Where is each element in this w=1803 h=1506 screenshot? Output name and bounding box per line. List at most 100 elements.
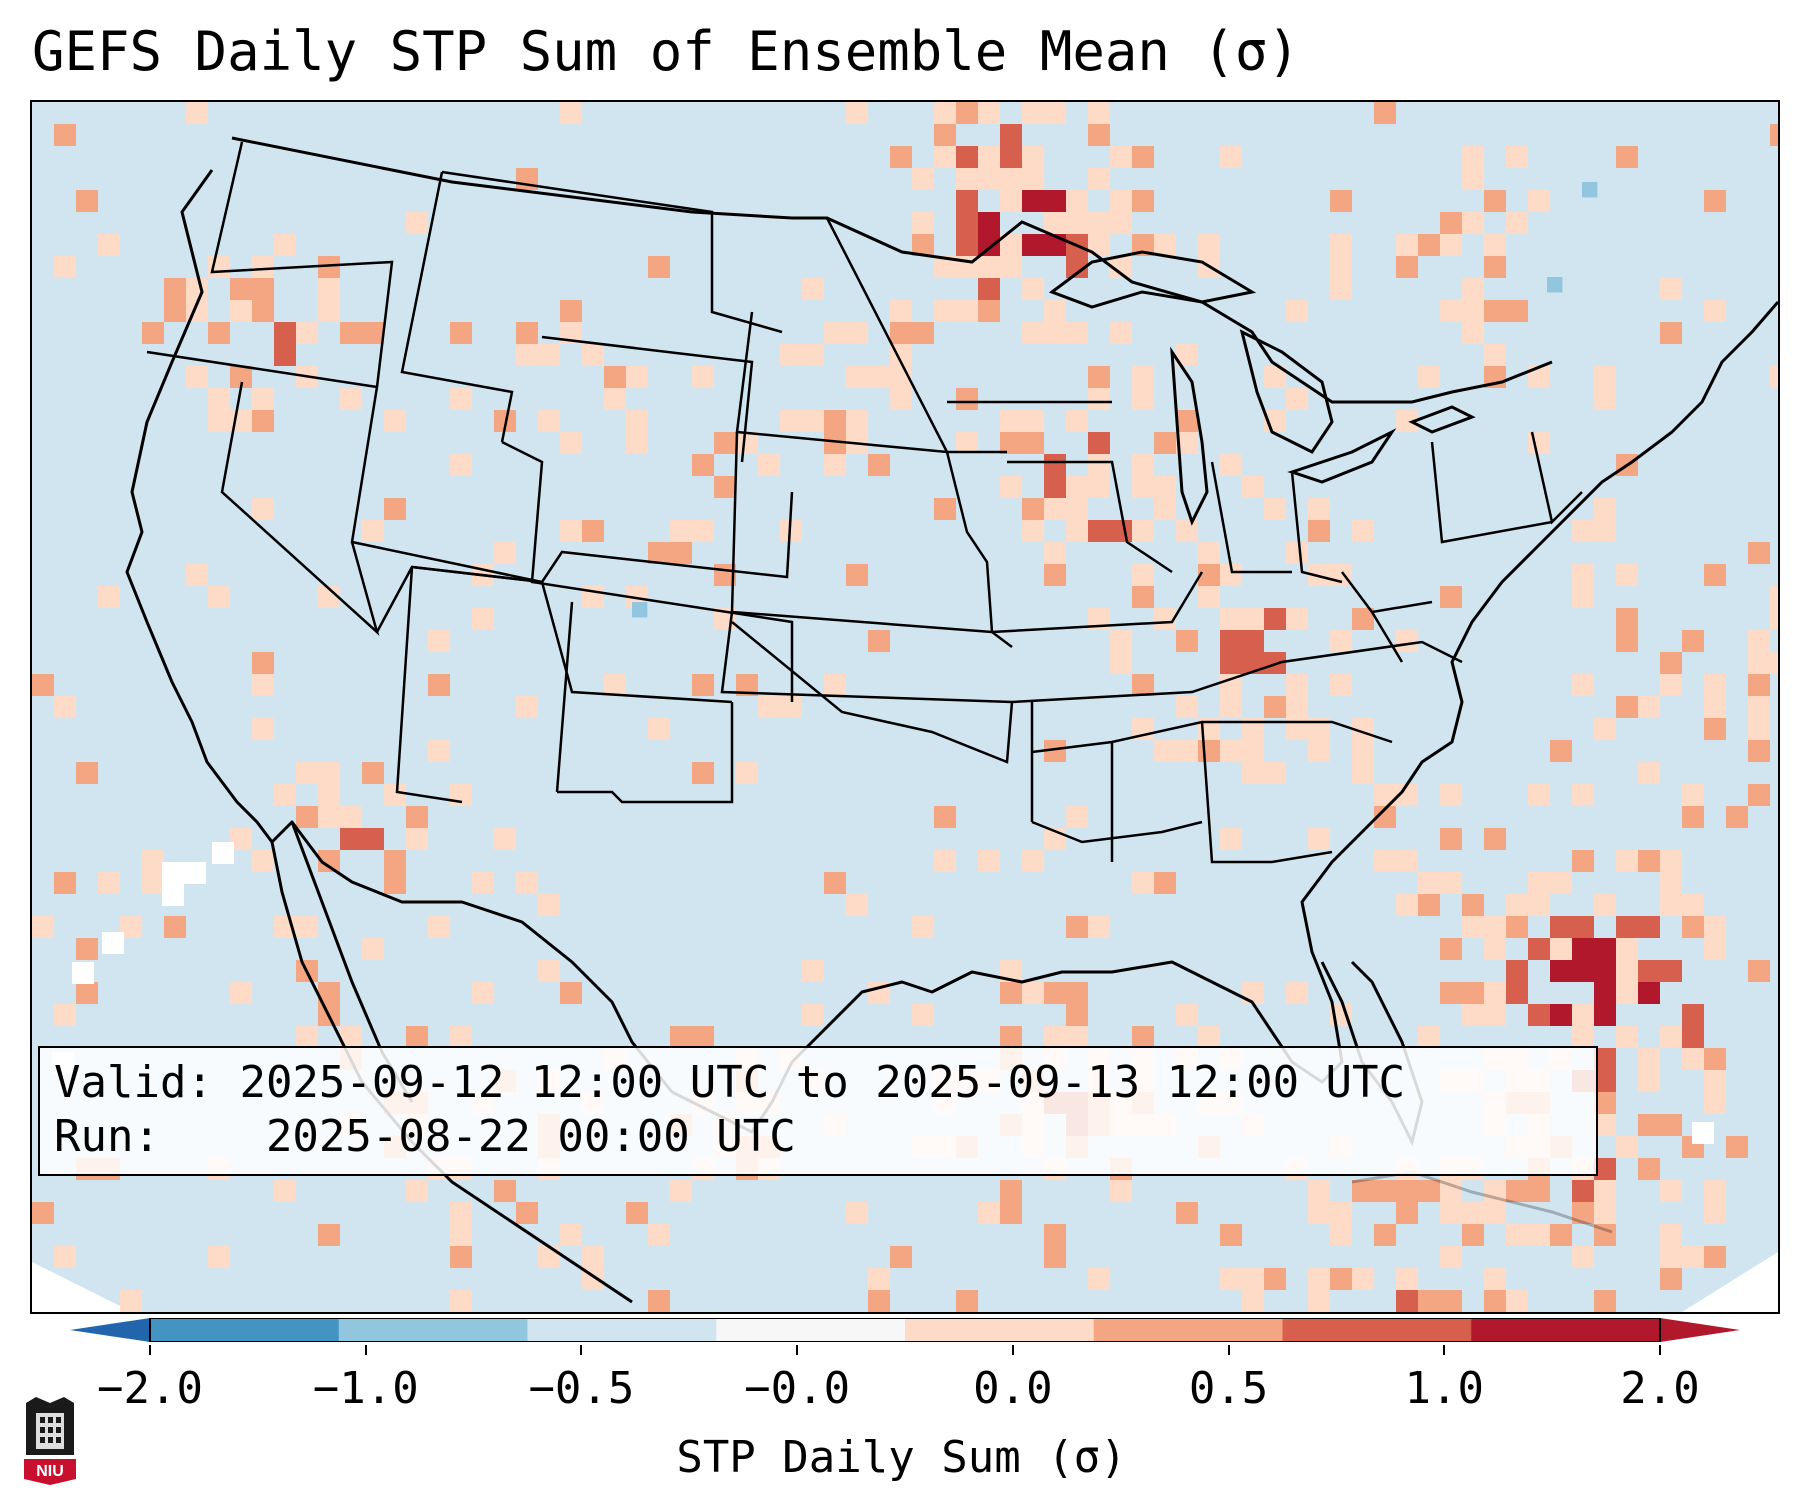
anomaly-cell	[1000, 1180, 1022, 1202]
anomaly-cell	[912, 212, 934, 234]
anomaly-cell	[1330, 1268, 1352, 1290]
anomaly-cell	[1088, 366, 1110, 388]
anomaly-cell	[648, 1290, 670, 1312]
anomaly-cell	[318, 982, 340, 1004]
anomaly-cell	[1692, 1122, 1714, 1144]
anomaly-cell	[406, 828, 428, 850]
anomaly-cell	[1132, 366, 1154, 388]
anomaly-cell	[472, 982, 494, 1004]
anomaly-cell	[1242, 1268, 1264, 1290]
anomaly-cell	[1308, 520, 1330, 542]
anomaly-cell	[54, 256, 76, 278]
anomaly-cell	[1176, 520, 1198, 542]
anomaly-cell	[1286, 674, 1308, 696]
anomaly-cell	[1484, 344, 1506, 366]
anomaly-cell	[1110, 1180, 1132, 1202]
colorbar-segment	[905, 1318, 1095, 1342]
anomaly-cell	[362, 322, 384, 344]
anomaly-cell	[1044, 322, 1066, 344]
anomaly-cell	[890, 146, 912, 168]
anomaly-cell	[956, 168, 978, 190]
anomaly-cell	[1000, 1202, 1022, 1224]
anomaly-cell	[1418, 1290, 1440, 1312]
anomaly-cell	[1594, 1092, 1616, 1114]
anomaly-cell	[1264, 696, 1286, 718]
anomaly-cell	[162, 884, 184, 906]
anomaly-cell	[1616, 916, 1638, 938]
anomaly-cell	[1660, 674, 1682, 696]
anomaly-cell	[890, 322, 912, 344]
anomaly-cell	[1066, 1026, 1088, 1048]
anomaly-cell	[1264, 366, 1286, 388]
anomaly-cell	[120, 1290, 142, 1312]
anomaly-cell	[1660, 1224, 1682, 1246]
anomaly-cell	[1286, 542, 1308, 564]
anomaly-cell	[714, 432, 736, 454]
anomaly-cell	[318, 784, 340, 806]
anomaly-cell	[208, 322, 230, 344]
anomaly-cell	[1616, 146, 1638, 168]
anomaly-cell	[1660, 960, 1682, 982]
anomaly-cell	[1682, 1048, 1704, 1070]
anomaly-cell	[450, 1246, 472, 1268]
anomaly-cell	[1022, 168, 1044, 190]
anomaly-cell	[1616, 630, 1638, 652]
anomaly-cell	[274, 784, 296, 806]
anomaly-cell	[1242, 982, 1264, 1004]
anomaly-cell	[1484, 1290, 1506, 1312]
colorbar-segment	[338, 1318, 528, 1342]
colorbar-frame	[149, 1318, 1661, 1342]
anomaly-cell	[1506, 960, 1528, 982]
anomaly-cell	[318, 806, 340, 828]
colorbar-tick-label: 0.5	[1188, 1363, 1269, 1414]
anomaly-cell	[406, 1026, 428, 1048]
anomaly-cell	[162, 862, 184, 884]
anomaly-cell	[648, 256, 670, 278]
anomaly-cell	[868, 454, 890, 476]
anomaly-cell	[1484, 234, 1506, 256]
anomaly-cell	[1616, 938, 1638, 960]
anomaly-cell	[582, 1246, 604, 1268]
colorbar-tick-label: 0.0	[973, 1363, 1053, 1414]
anomaly-cell	[1374, 102, 1396, 124]
anomaly-cell	[1462, 982, 1484, 1004]
anomaly-cell	[72, 962, 94, 984]
anomaly-cell	[1132, 388, 1154, 410]
anomaly-cell	[956, 190, 978, 212]
anomaly-cell	[318, 850, 340, 872]
anomaly-cell	[736, 674, 758, 696]
anomaly-cell	[978, 850, 1000, 872]
anomaly-cell	[1572, 564, 1594, 586]
anomaly-cell	[1704, 1202, 1726, 1224]
anomaly-cell	[1770, 586, 1778, 608]
anomaly-cell	[912, 168, 934, 190]
anomaly-cell	[252, 278, 274, 300]
anomaly-cell	[1594, 388, 1616, 410]
anomaly-cell	[1286, 982, 1308, 1004]
anomaly-cell	[450, 1224, 472, 1246]
anomaly-cell	[1572, 784, 1594, 806]
anomaly-cell	[714, 476, 736, 498]
anomaly-cell	[1066, 982, 1088, 1004]
lake-michigan	[1170, 346, 1209, 526]
anomaly-cell	[340, 1026, 362, 1048]
anomaly-cell	[824, 322, 846, 344]
anomaly-cell	[1352, 1180, 1374, 1202]
anomaly-cell	[1594, 1004, 1616, 1026]
anomaly-cell	[450, 1026, 472, 1048]
anomaly-cell	[1022, 498, 1044, 520]
anomaly-cell	[1198, 234, 1220, 256]
anomaly-cell	[230, 278, 252, 300]
anomaly-cell	[1616, 982, 1638, 1004]
anomaly-cell	[406, 212, 428, 234]
anomaly-cell	[1396, 234, 1418, 256]
anomaly-cell	[296, 1026, 318, 1048]
anomaly-cell	[1220, 652, 1242, 674]
anomaly-cell	[1616, 850, 1638, 872]
anomaly-cell	[1572, 1180, 1594, 1202]
anomaly-cell	[934, 806, 956, 828]
anomaly-cell	[1264, 652, 1286, 674]
anomaly-cell	[274, 234, 296, 256]
anomaly-cell	[1484, 916, 1506, 938]
anomaly-cell	[1572, 850, 1594, 872]
